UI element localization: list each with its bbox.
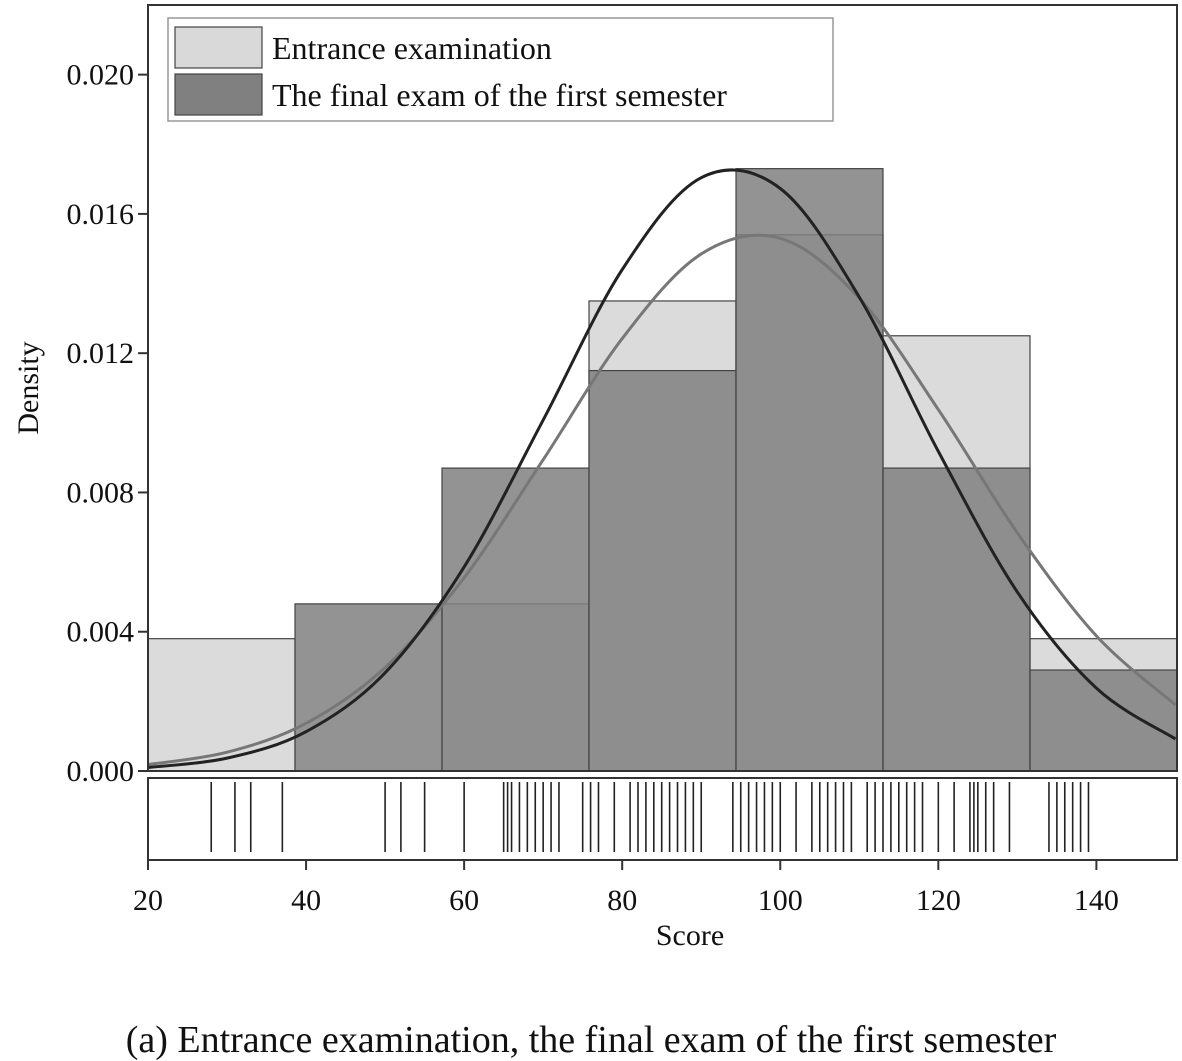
y-tick-label: 0.012 [67,337,135,370]
caption: (a) Entrance examination, the final exam… [126,1019,1057,1061]
x-tick-label: 140 [1074,884,1119,917]
histogram-bar [147,638,296,772]
x-tick-label: 40 [291,884,321,917]
legend-swatch [174,26,263,69]
legend-box [167,17,834,122]
x-axis-label: Score [656,919,724,952]
histogram-bar [588,369,737,772]
y-tick-label: 0.004 [67,616,135,649]
x-tick-label: 20 [133,884,163,917]
histogram-bar [1029,669,1178,772]
legend-label: The final exam of the first semester [272,77,727,113]
histogram-bar [441,467,590,772]
x-tick-label: 80 [607,884,637,917]
plot-frame [147,4,1178,772]
rug-frame [147,777,1178,861]
y-axis-label: Density [12,341,45,434]
legend-swatch [174,73,263,116]
y-tick-label: 0.008 [67,476,135,509]
legend-label: Entrance examination [272,30,552,66]
histogram-bar [882,467,1031,772]
x-tick-label: 100 [758,884,803,917]
y-tick-label: 0.000 [67,755,135,788]
x-tick-label: 120 [916,884,961,917]
x-tick-label: 60 [449,884,479,917]
y-tick-label: 0.016 [67,198,135,231]
fit-curve [147,168,1177,769]
histogram-bar [735,168,884,772]
y-tick-label: 0.020 [67,59,135,92]
fit-curve [147,233,1177,767]
